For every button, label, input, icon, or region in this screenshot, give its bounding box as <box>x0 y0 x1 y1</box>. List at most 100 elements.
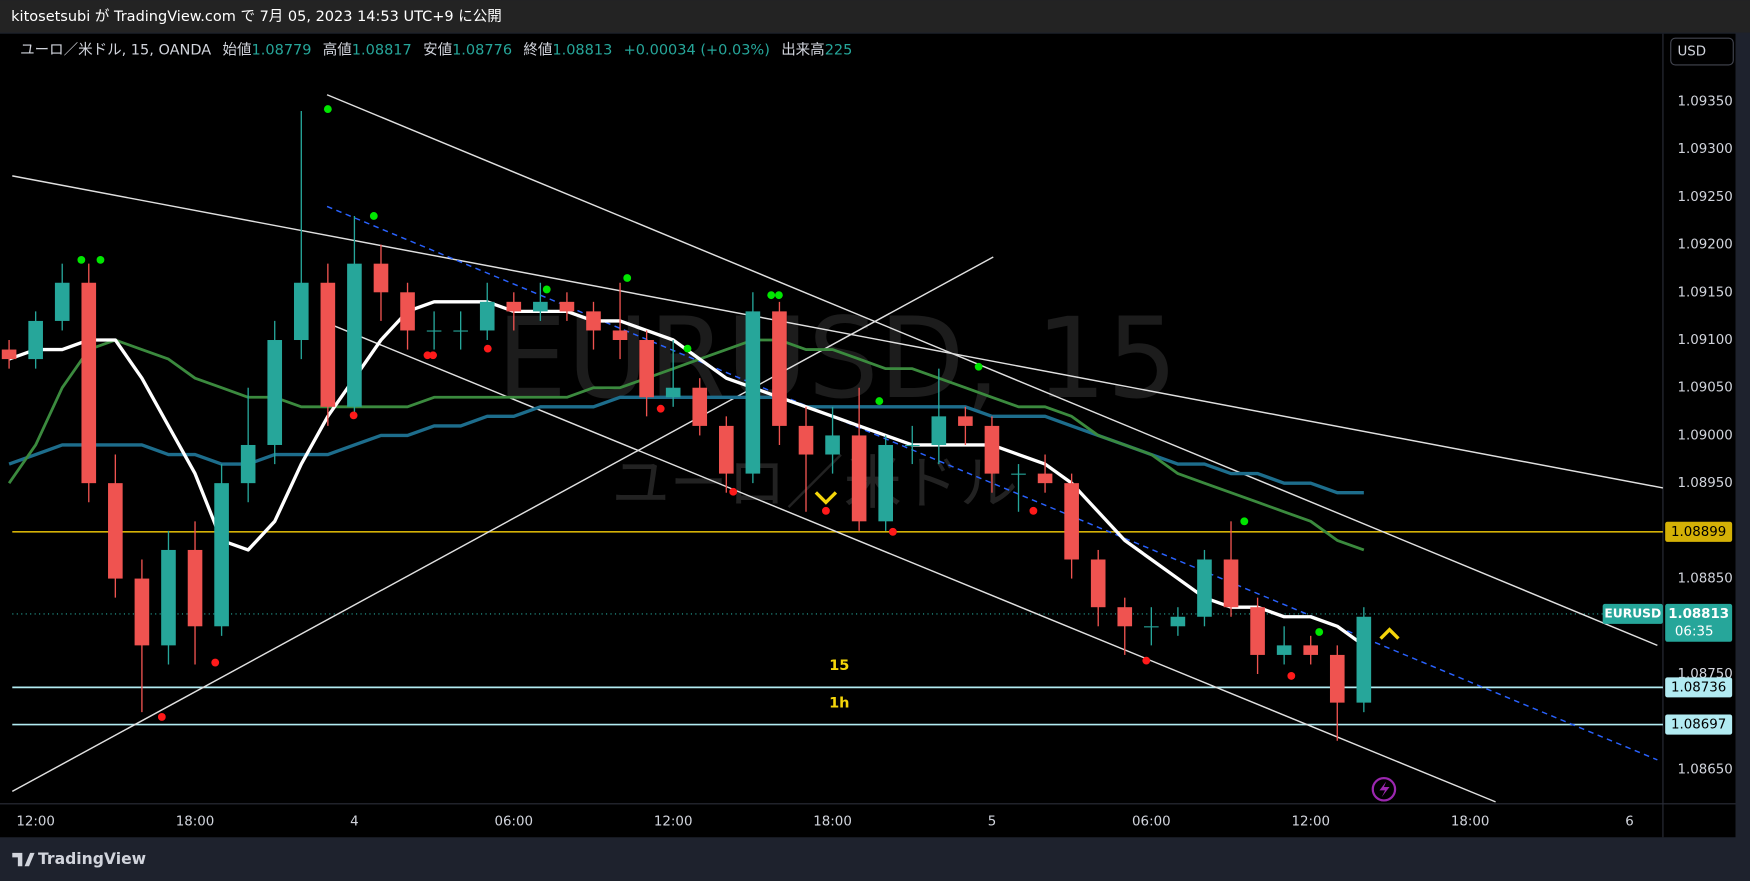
y-tick-label: 1.09250 <box>1677 190 1732 205</box>
candle-body <box>506 301 522 312</box>
candle-body <box>772 311 787 426</box>
candle-body <box>453 330 468 332</box>
trend-line <box>328 323 1496 803</box>
x-tick-label: 18:00 <box>813 815 852 830</box>
last-price-tag <box>1665 603 1733 642</box>
currency-button[interactable] <box>1670 37 1734 66</box>
candle-body <box>161 549 176 646</box>
candle-body <box>1037 473 1053 484</box>
pivot-low <box>729 487 738 496</box>
candle-body <box>1356 616 1372 703</box>
candle-body <box>187 549 203 627</box>
x-tick-label: 4 <box>350 815 359 830</box>
y-tick-label: 1.09200 <box>1677 238 1732 253</box>
signal-up <box>1379 627 1400 640</box>
pivot-low <box>1287 672 1296 680</box>
open-label: 始値 <box>223 41 252 58</box>
candle-body <box>1 349 17 360</box>
candle-body <box>878 444 893 522</box>
pivot-low <box>483 344 492 353</box>
candle-body <box>904 444 920 447</box>
y-tick-label: 1.08650 <box>1677 762 1732 777</box>
x-tick-label: 5 <box>988 815 997 830</box>
candle-body <box>533 301 548 312</box>
pivot-high <box>623 274 632 282</box>
pivot-low <box>211 658 220 667</box>
pivot-high <box>1240 517 1249 526</box>
price-tag-label: 1.08899 <box>1671 525 1726 540</box>
x-tick-label: 12:00 <box>654 815 693 830</box>
symbol: ユーロ／米ドル, 15, OANDA <box>20 41 211 58</box>
candle-body <box>293 282 309 341</box>
pivot-high <box>683 344 692 353</box>
candle-body <box>719 425 734 474</box>
candle-body <box>373 263 389 293</box>
y-tick-label: 1.08950 <box>1677 476 1732 491</box>
alert-bolt <box>1379 781 1390 798</box>
candle-body <box>1090 559 1106 608</box>
candle-body <box>692 387 708 426</box>
candle-body <box>1223 559 1239 608</box>
pivot-low <box>888 527 897 536</box>
publish-info: kitosetsubi が TradingView.com で 7月 05, 2… <box>11 8 502 25</box>
low-label: 安値 <box>423 41 452 58</box>
y-tick-label: 1.09050 <box>1677 381 1732 396</box>
candle-body <box>639 340 654 398</box>
candle-body <box>825 435 840 455</box>
candle-body <box>426 330 442 332</box>
trend-line <box>326 94 1658 647</box>
candle-body <box>267 340 283 445</box>
pivot-low <box>656 404 665 413</box>
high: 1.08817 <box>352 42 412 58</box>
chart-area <box>0 33 1736 838</box>
plot: 15 1h <box>1 94 1664 803</box>
close-label: 終値 <box>523 41 552 58</box>
x-tick-label: 18:00 <box>1451 815 1490 830</box>
candle-body <box>1011 473 1026 475</box>
trend-line <box>12 175 1664 489</box>
symbol-tag-label: EURUSD <box>1604 606 1661 620</box>
pivot-low <box>349 411 358 420</box>
low: 1.08776 <box>452 42 512 58</box>
y-tick-label: 1.09300 <box>1677 142 1732 157</box>
watermark-sub: ユーロ／米ドル <box>612 449 1018 517</box>
currency: USD <box>1677 45 1706 60</box>
alert-icon[interactable] <box>1371 776 1397 802</box>
candle-body <box>586 311 601 331</box>
x-tick-label: 18:00 <box>176 815 215 830</box>
pivot-low <box>423 351 432 360</box>
candle-body <box>665 387 681 398</box>
legend: ユーロ／米ドル, 15, OANDA 始値1.08779 高値1.08817 安… <box>20 41 852 58</box>
x-tick-label: 12:00 <box>16 815 55 830</box>
pivot-high <box>875 397 884 405</box>
candle-body <box>1329 654 1345 703</box>
x-tick-label: 06:00 <box>495 815 534 830</box>
candle-body <box>1144 626 1159 628</box>
candle-body <box>1250 607 1265 655</box>
pivot-high <box>774 291 783 300</box>
candle-body <box>134 578 150 646</box>
volume-label: 出来高 <box>781 41 825 58</box>
x-tick-label: 12:00 <box>1291 815 1330 830</box>
pivot-low <box>1029 506 1038 515</box>
candle-body <box>28 320 43 360</box>
candle-body <box>347 263 362 407</box>
pivot-high <box>323 105 332 113</box>
candle-body <box>958 416 973 426</box>
candle-body <box>240 444 256 484</box>
pivot-high <box>974 362 983 371</box>
candle-body <box>931 416 947 445</box>
x-tick-label: 06:00 <box>1132 815 1171 830</box>
price-tag <box>1665 521 1733 542</box>
open: 1.08779 <box>252 42 312 58</box>
pivot-high <box>369 212 378 220</box>
pivot-low <box>429 351 437 360</box>
high-label: 高値 <box>323 41 352 58</box>
price-tag <box>1665 714 1733 735</box>
price-tag-label: 1.08736 <box>1671 680 1726 695</box>
brand: TradingView <box>38 850 146 868</box>
pivot-high <box>542 285 551 294</box>
candle-body <box>1064 483 1079 560</box>
candle-body <box>108 483 123 579</box>
